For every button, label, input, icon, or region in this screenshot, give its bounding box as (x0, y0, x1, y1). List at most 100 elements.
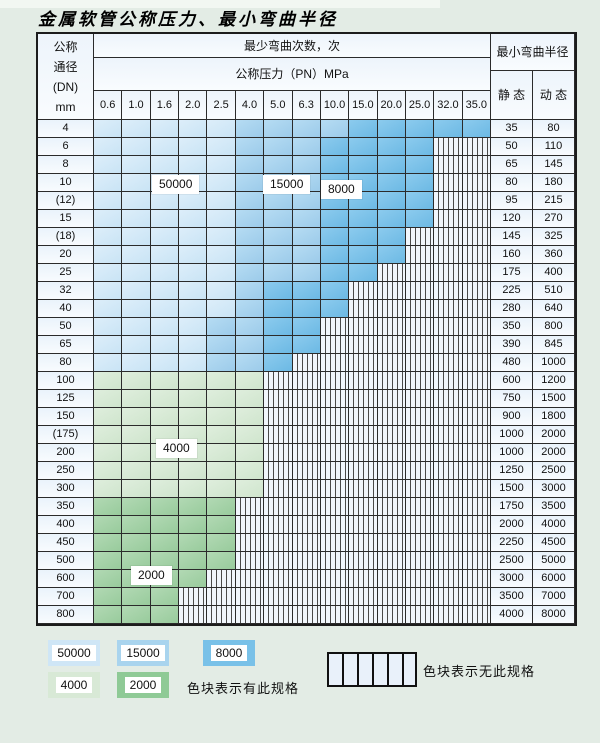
static-radius-value: 225 (491, 282, 533, 300)
cell-no-spec (235, 606, 265, 624)
dn-value: 250 (38, 462, 94, 480)
cell-no-spec (264, 462, 293, 480)
cell-no-spec (264, 408, 293, 426)
cell-spec-50000 (122, 174, 151, 192)
cell-no-spec (462, 480, 491, 498)
cell-no-spec (405, 318, 435, 336)
cell-spec-4000 (207, 390, 236, 408)
static-radius-value: 160 (491, 246, 533, 264)
cell-spec-15000 (264, 246, 293, 264)
cell-no-spec (292, 516, 321, 534)
cell-spec-15000 (235, 318, 265, 336)
cell-no-spec (462, 138, 491, 156)
cell-no-spec (434, 246, 463, 264)
cell-spec-50000 (122, 156, 151, 174)
pressure-col-header: 4.0 (235, 91, 265, 120)
cell-no-spec (320, 498, 350, 516)
cell-spec-8000 (320, 210, 350, 228)
cell-spec-4000 (207, 408, 236, 426)
cell-spec-2000 (94, 534, 123, 552)
cell-spec-8000 (377, 120, 406, 138)
cell-spec-4000 (235, 462, 265, 480)
spec-table: 公称 通径 (DN) mm 最少弯曲次数，次 公称压力（PN）MPa 最小弯曲半… (36, 32, 577, 626)
cell-no-spec (405, 606, 435, 624)
cell-spec-8000 (320, 156, 350, 174)
pressure-col-header: 0.6 (94, 91, 123, 120)
cell-no-spec (292, 390, 321, 408)
legend-swatch-2000: 2000 (117, 672, 169, 698)
cell-spec-8000 (264, 354, 293, 372)
static-radius-value: 4000 (491, 606, 533, 624)
legend-swatch-label: 50000 (52, 645, 96, 661)
legend-swatch-50000: 50000 (48, 640, 100, 666)
dn-value: 50 (38, 318, 94, 336)
cell-no-spec (377, 462, 406, 480)
cell-no-spec (405, 498, 435, 516)
cell-spec-50000 (150, 228, 180, 246)
cell-no-spec (349, 480, 378, 498)
cell-spec-50000 (179, 210, 208, 228)
cell-no-spec (434, 300, 463, 318)
cell-no-spec (405, 246, 435, 264)
cell-no-spec (349, 300, 378, 318)
cell-no-spec (349, 408, 378, 426)
cell-no-spec (349, 606, 378, 624)
cell-no-spec (320, 372, 350, 390)
cell-spec-15000 (235, 246, 265, 264)
static-radius-value: 80 (491, 174, 533, 192)
cell-no-spec (235, 498, 265, 516)
cell-no-spec (434, 390, 463, 408)
dn-header-line4: mm (55, 99, 76, 114)
dynamic-radius-value: 215 (533, 192, 575, 210)
cell-no-spec (377, 354, 406, 372)
cell-spec-4000 (122, 444, 151, 462)
pressure-col-header: 1.0 (122, 91, 151, 120)
cell-no-spec (462, 426, 491, 444)
cell-no-spec (405, 408, 435, 426)
cell-spec-50000 (122, 228, 151, 246)
cell-spec-15000 (235, 228, 265, 246)
static-radius-value: 900 (491, 408, 533, 426)
cell-no-spec (349, 282, 378, 300)
cell-no-spec (207, 606, 236, 624)
cell-no-spec (405, 444, 435, 462)
dn-value: 600 (38, 570, 94, 588)
cycle-count-label: 15000 (263, 175, 311, 194)
cell-spec-4000 (179, 408, 208, 426)
cell-no-spec (462, 282, 491, 300)
cell-no-spec (405, 390, 435, 408)
dynamic-radius-value: 270 (533, 210, 575, 228)
cell-spec-2000 (122, 498, 151, 516)
cell-no-spec (434, 264, 463, 282)
pressure-col-header: 6.3 (292, 91, 321, 120)
cell-spec-4000 (150, 390, 180, 408)
cell-spec-50000 (94, 336, 123, 354)
bend-cycles-header: 最少弯曲次数，次 (94, 34, 491, 58)
cell-no-spec (462, 336, 491, 354)
cell-spec-15000 (264, 264, 293, 282)
cell-spec-8000 (320, 228, 350, 246)
cell-spec-50000 (207, 138, 236, 156)
cell-no-spec (462, 354, 491, 372)
cell-no-spec (377, 300, 406, 318)
cell-no-spec (434, 372, 463, 390)
cell-spec-8000 (349, 156, 378, 174)
cell-no-spec (349, 588, 378, 606)
dn-header-line3: (DN) (52, 79, 79, 94)
cell-spec-8000 (405, 138, 435, 156)
cell-spec-8000 (349, 264, 378, 282)
cell-no-spec (405, 516, 435, 534)
dn-value: 15 (38, 210, 94, 228)
cell-no-spec (377, 498, 406, 516)
static-radius-value: 1500 (491, 480, 533, 498)
cell-no-spec (235, 588, 265, 606)
dynamic-radius-value: 640 (533, 300, 575, 318)
cell-spec-50000 (150, 318, 180, 336)
cell-no-spec (235, 552, 265, 570)
cell-no-spec (320, 354, 350, 372)
cell-no-spec (292, 444, 321, 462)
dn-value: (12) (38, 192, 94, 210)
cell-no-spec (292, 462, 321, 480)
cell-spec-15000 (292, 120, 321, 138)
dn-value: 65 (38, 336, 94, 354)
